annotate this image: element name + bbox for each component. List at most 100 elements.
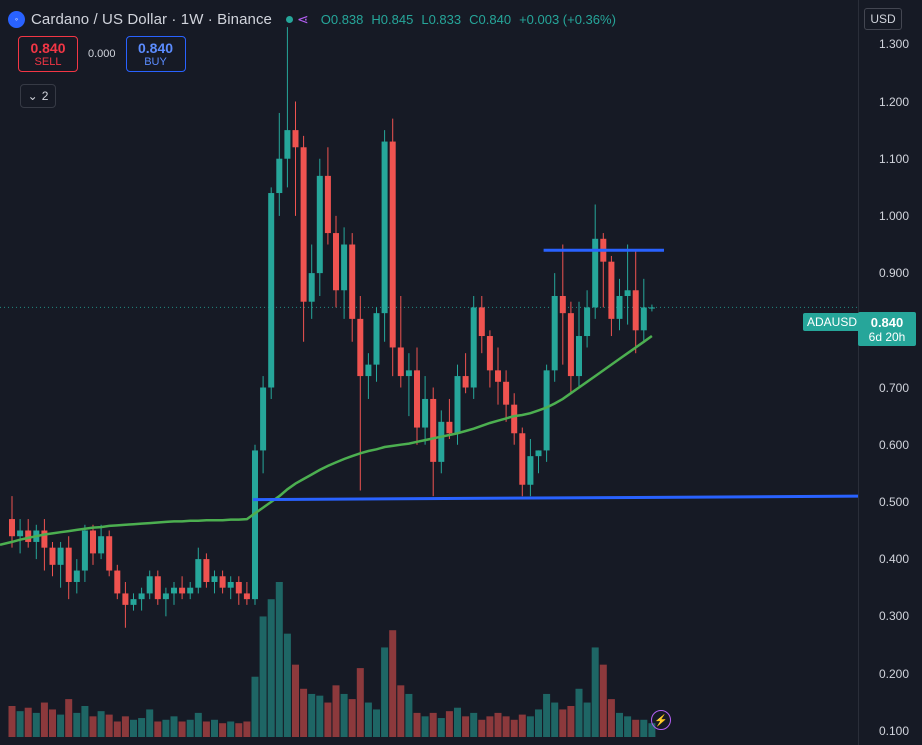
- candle-body: [357, 318, 364, 377]
- volume-bar: [97, 711, 105, 737]
- candle-body: [235, 581, 242, 594]
- candle-body: [114, 570, 121, 594]
- volume-bar: [32, 712, 40, 737]
- volume-bar: [243, 721, 251, 737]
- volume-bar: [454, 707, 461, 737]
- ohlc-low-label: L: [421, 11, 429, 27]
- candle-body: [211, 576, 218, 582]
- candle-body: [122, 593, 129, 605]
- volume-bar: [16, 711, 24, 737]
- last-price: 0.840: [870, 314, 904, 330]
- candle-body: [495, 370, 501, 382]
- volume-bar: [389, 630, 397, 737]
- volume-bar: [551, 702, 559, 737]
- volume-bar: [478, 719, 486, 737]
- volume-bar: [89, 716, 97, 737]
- symbol-tag: ADAUSD: [803, 313, 862, 331]
- candle-body: [365, 364, 372, 377]
- candle-body: [389, 141, 396, 348]
- volume-bar: [616, 712, 623, 737]
- volume-bar: [40, 702, 48, 737]
- volume-bar: [445, 711, 453, 737]
- candle-body: [162, 593, 169, 600]
- volume-bar: [65, 699, 73, 737]
- price-tick-label: 1.200: [878, 94, 909, 109]
- sell-button[interactable]: 0.840 SELL: [18, 36, 78, 72]
- volume-bar: [178, 721, 186, 737]
- candle-body: [65, 547, 72, 582]
- ohlc-low: 0.833: [428, 11, 462, 27]
- candle-body: [430, 398, 437, 462]
- price-chart[interactable]: [0, 0, 858, 745]
- candle-body: [616, 295, 623, 319]
- volume-bar: [113, 721, 121, 737]
- volume-bar: [316, 695, 324, 737]
- price-tick-label: 0.900: [878, 266, 909, 281]
- volume-bar: [624, 716, 632, 737]
- volume-bar: [640, 719, 648, 737]
- candle-body: [41, 530, 48, 548]
- volume-bar: [292, 664, 299, 737]
- candle-body: [146, 576, 153, 594]
- candle-body: [503, 381, 510, 405]
- ohlc-high: 0.845: [380, 11, 414, 27]
- candle-body: [527, 456, 534, 485]
- volume-bar: [364, 702, 372, 737]
- market-status: ⋖: [286, 11, 315, 28]
- spread-value: 0.000: [88, 48, 116, 60]
- volume-bar: [632, 719, 640, 737]
- volume-bar: [202, 721, 210, 737]
- volume-bar: [308, 693, 316, 737]
- candle-body: [422, 398, 429, 428]
- symbol-title[interactable]: Cardano / US Dollar · 1W · Binance: [31, 10, 272, 28]
- candle-body: [551, 295, 558, 371]
- support-line: [252, 494, 858, 502]
- candle-body: [576, 336, 582, 377]
- currency-selector[interactable]: USD: [864, 8, 902, 30]
- candle-body: [333, 233, 339, 291]
- volume-bar: [397, 685, 405, 737]
- volume-bar: [170, 716, 178, 737]
- volume-bar: [24, 707, 32, 737]
- circle-logo-icon: ◦: [8, 10, 25, 28]
- bolt-icon[interactable]: ⚡: [651, 710, 671, 730]
- volume-bar: [154, 721, 162, 737]
- indicator-toggle-button[interactable]: ⌄ 2: [20, 84, 56, 108]
- candle-body: [9, 519, 15, 537]
- chevron-down-icon: ⌄: [27, 89, 38, 103]
- candle-body: [292, 130, 299, 148]
- volume-bar: [437, 718, 445, 737]
- candle-body: [106, 536, 113, 571]
- volume-bar: [259, 616, 267, 737]
- candle-body: [373, 313, 380, 365]
- candle-body: [73, 570, 80, 582]
- volume-bar: [607, 699, 615, 737]
- price-axis[interactable]: 1.3001.2001.1001.0000.9000.8000.7000.600…: [858, 0, 922, 745]
- volume-bar: [8, 706, 16, 737]
- price-tick-label: 1.000: [878, 208, 909, 223]
- volume-bar: [502, 716, 510, 737]
- candle-body: [648, 307, 655, 309]
- volume-bar: [591, 647, 599, 737]
- volume-bar: [235, 723, 243, 737]
- candle-body: [478, 307, 485, 337]
- candle-body: [640, 307, 647, 331]
- volume-bar: [300, 688, 308, 737]
- volume-bar: [462, 716, 470, 737]
- volume-bar: [194, 712, 202, 737]
- price-tick-label: 0.700: [878, 380, 909, 395]
- price-tick-label: 1.100: [878, 151, 909, 166]
- candle-body: [438, 421, 445, 462]
- buy-button[interactable]: 0.840 BUY: [125, 36, 186, 72]
- price-tick-label: 1.300: [878, 37, 909, 52]
- volume-bar: [340, 693, 348, 737]
- volume-bar: [381, 647, 389, 737]
- volume-bar: [267, 599, 275, 737]
- volume-bar: [373, 709, 380, 737]
- candle-body: [130, 599, 137, 605]
- candle-body: [203, 559, 210, 582]
- candle-body: [260, 387, 267, 451]
- candle-body: [98, 536, 105, 554]
- volume-bar: [162, 719, 170, 737]
- share-icon[interactable]: ⋖: [297, 10, 309, 27]
